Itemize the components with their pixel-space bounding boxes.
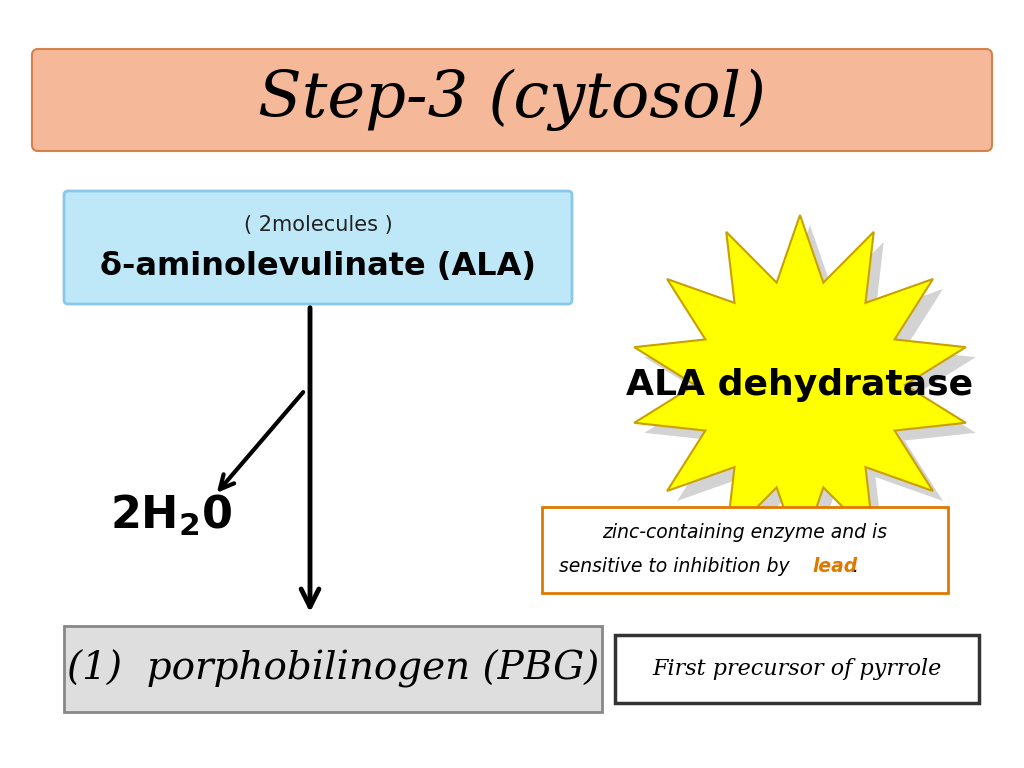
Text: ALA dehydratase: ALA dehydratase xyxy=(627,368,974,402)
FancyBboxPatch shape xyxy=(63,626,602,712)
Text: $\mathbf{2H_20}$: $\mathbf{2H_20}$ xyxy=(110,492,232,538)
Text: zinc-containing enzyme and is: zinc-containing enzyme and is xyxy=(602,522,888,541)
Text: ( 2molecules ): ( 2molecules ) xyxy=(244,215,392,235)
Text: sensitive to inhibition by: sensitive to inhibition by xyxy=(559,558,796,577)
Text: lead: lead xyxy=(812,558,857,577)
Text: First precursor of pyrrole: First precursor of pyrrole xyxy=(652,658,942,680)
FancyBboxPatch shape xyxy=(615,635,979,703)
Polygon shape xyxy=(644,225,976,565)
FancyBboxPatch shape xyxy=(542,507,948,593)
Text: Step-3 (cytosol): Step-3 (cytosol) xyxy=(258,69,766,131)
Text: δ-aminolevulinate (ALA): δ-aminolevulinate (ALA) xyxy=(100,251,536,283)
Text: (1)  porphobilinogen (PBG): (1) porphobilinogen (PBG) xyxy=(67,650,599,688)
Polygon shape xyxy=(634,215,966,555)
FancyBboxPatch shape xyxy=(63,191,572,304)
Text: .: . xyxy=(853,558,859,577)
FancyBboxPatch shape xyxy=(32,49,992,151)
